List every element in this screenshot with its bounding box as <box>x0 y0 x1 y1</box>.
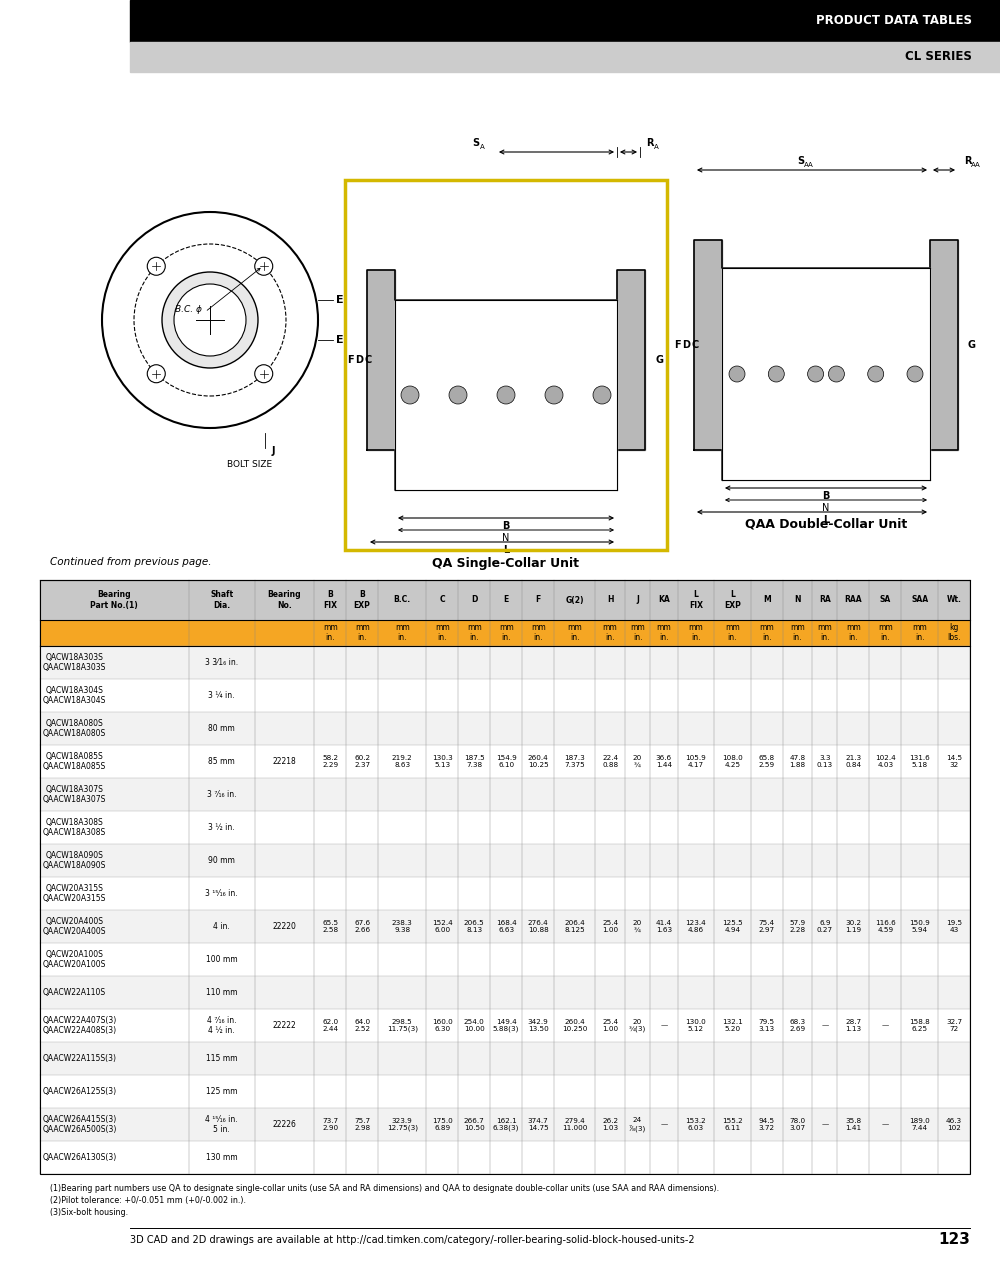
Text: K: K <box>514 428 522 438</box>
Text: 3D CAD and 2D drawings are available at http://cad.timken.com/category/-roller-b: 3D CAD and 2D drawings are available at … <box>130 1235 695 1245</box>
Text: 20
¾(3): 20 ¾(3) <box>629 1019 646 1032</box>
Text: 260.4
10.25: 260.4 10.25 <box>528 755 549 768</box>
Text: 323.9
12.75(3): 323.9 12.75(3) <box>387 1117 418 1132</box>
Text: H: H <box>502 474 510 483</box>
Circle shape <box>545 387 563 404</box>
Text: 4 ⁷⁄₁₆ in.
4 ½ in.: 4 ⁷⁄₁₆ in. 4 ½ in. <box>207 1016 236 1036</box>
Text: 41.4
1.63: 41.4 1.63 <box>656 920 672 933</box>
Text: R: R <box>646 138 654 148</box>
Text: G(2): G(2) <box>565 595 584 604</box>
Text: QACW20A315S
QAACW20A315S: QACW20A315S QAACW20A315S <box>43 883 106 904</box>
Text: mm: mm <box>499 623 514 632</box>
Bar <box>40 620 970 646</box>
Text: mm: mm <box>688 623 703 632</box>
Bar <box>40 778 970 812</box>
Text: 162.1
6.38(3): 162.1 6.38(3) <box>493 1117 519 1132</box>
Text: Bearing
Part No.(1): Bearing Part No.(1) <box>90 590 138 611</box>
Text: 130 mm: 130 mm <box>206 1153 237 1162</box>
Text: 219.2
8.63: 219.2 8.63 <box>392 755 413 768</box>
Text: —: — <box>660 1121 667 1128</box>
Text: M: M <box>501 352 511 362</box>
Text: 130.3
5.13: 130.3 5.13 <box>432 755 453 768</box>
Bar <box>40 812 970 844</box>
Text: in.: in. <box>501 634 511 643</box>
Text: S: S <box>797 156 805 166</box>
Text: (1)Bearing part numbers use QA to designate single-collar units (use SA and RA d: (1)Bearing part numbers use QA to design… <box>50 1184 719 1193</box>
Text: in.: in. <box>570 634 579 643</box>
Text: D: D <box>682 340 690 349</box>
Text: 168.4
6.63: 168.4 6.63 <box>496 920 517 933</box>
Text: M: M <box>763 595 771 604</box>
Circle shape <box>147 257 165 275</box>
Text: 132.1
5.20: 132.1 5.20 <box>722 1019 743 1032</box>
Text: 22218: 22218 <box>273 756 296 765</box>
Text: 36.6
1.44: 36.6 1.44 <box>656 755 672 768</box>
Text: 158.8
6.25: 158.8 6.25 <box>909 1019 930 1032</box>
Polygon shape <box>395 300 617 490</box>
Text: 155.2
6.11: 155.2 6.11 <box>722 1117 743 1132</box>
Circle shape <box>729 366 745 381</box>
Text: mm: mm <box>818 623 832 632</box>
Text: mm: mm <box>531 623 546 632</box>
Text: 20
¾: 20 ¾ <box>633 755 642 768</box>
Text: G: G <box>968 340 976 349</box>
Text: 342.9
13.50: 342.9 13.50 <box>528 1019 549 1032</box>
Text: QACW18A307S
QAACW18A307S: QACW18A307S QAACW18A307S <box>43 785 106 804</box>
Text: 187.3
7.375: 187.3 7.375 <box>564 755 585 768</box>
Text: AA: AA <box>804 163 814 168</box>
Text: 58.2
2.29: 58.2 2.29 <box>322 755 338 768</box>
Text: 100 mm: 100 mm <box>206 955 237 964</box>
Text: in.: in. <box>357 634 367 643</box>
Text: 22220: 22220 <box>273 922 296 931</box>
Text: 3 3⁄1₆ in.: 3 3⁄1₆ in. <box>205 658 238 667</box>
Text: 105.9
4.17: 105.9 4.17 <box>685 755 706 768</box>
Bar <box>345 180 667 550</box>
Text: F: F <box>536 595 541 604</box>
Bar <box>130 0 1000 42</box>
Text: in.: in. <box>691 634 701 643</box>
Circle shape <box>174 284 246 356</box>
Text: 189.0
7.44: 189.0 7.44 <box>909 1117 930 1132</box>
Text: RAA: RAA <box>845 595 862 604</box>
Text: QACW20A400S
QAACW20A400S: QACW20A400S QAACW20A400S <box>43 916 106 936</box>
Text: mm: mm <box>467 623 482 632</box>
Text: 266.7
10.50: 266.7 10.50 <box>464 1117 485 1132</box>
Text: 75.4
2.97: 75.4 2.97 <box>759 920 775 933</box>
Text: 254.0
10.00: 254.0 10.00 <box>464 1019 485 1032</box>
Text: 64.0
2.52: 64.0 2.52 <box>354 1019 370 1032</box>
Circle shape <box>808 366 824 381</box>
Text: B.C. ϕ: B.C. ϕ <box>175 306 202 315</box>
Text: mm: mm <box>878 623 893 632</box>
Text: QAACW26A125S(3): QAACW26A125S(3) <box>43 1087 117 1096</box>
Text: 30.2
1.19: 30.2 1.19 <box>845 920 862 933</box>
Text: —: — <box>882 1023 889 1029</box>
Text: 206.4
8.125: 206.4 8.125 <box>564 920 585 933</box>
Text: 130.0
5.12: 130.0 5.12 <box>685 1019 706 1032</box>
Text: J: J <box>636 595 639 604</box>
Text: 150.9
5.94: 150.9 5.94 <box>909 920 930 933</box>
Text: in.: in. <box>533 634 543 643</box>
Text: QAACW26A415S(3)
QAACW26A500S(3): QAACW26A415S(3) QAACW26A500S(3) <box>43 1115 117 1134</box>
Text: H: H <box>822 465 830 475</box>
Text: 3 ¼ in.: 3 ¼ in. <box>208 691 235 700</box>
Text: QAACW22A110S: QAACW22A110S <box>43 988 106 997</box>
Text: QAACW22A115S(3): QAACW22A115S(3) <box>43 1053 117 1062</box>
Text: B
EXP: B EXP <box>354 590 371 611</box>
Text: mm: mm <box>355 623 370 632</box>
Bar <box>40 1108 970 1140</box>
Text: AA: AA <box>971 163 981 168</box>
Text: 374.7
14.75: 374.7 14.75 <box>528 1117 549 1132</box>
Text: N: N <box>822 503 830 513</box>
Bar <box>40 844 970 877</box>
Text: 149.4
5.88(3): 149.4 5.88(3) <box>493 1019 519 1032</box>
Circle shape <box>102 212 318 428</box>
Text: L
FIX: L FIX <box>689 590 703 611</box>
Text: N: N <box>502 532 510 543</box>
Text: 22222: 22222 <box>273 1021 296 1030</box>
Bar <box>40 975 970 1009</box>
Text: mm: mm <box>725 623 740 632</box>
Polygon shape <box>722 268 930 480</box>
Text: in.: in. <box>437 634 447 643</box>
Text: 67.6
2.66: 67.6 2.66 <box>354 920 370 933</box>
Text: 35.8
1.41: 35.8 1.41 <box>845 1117 862 1132</box>
